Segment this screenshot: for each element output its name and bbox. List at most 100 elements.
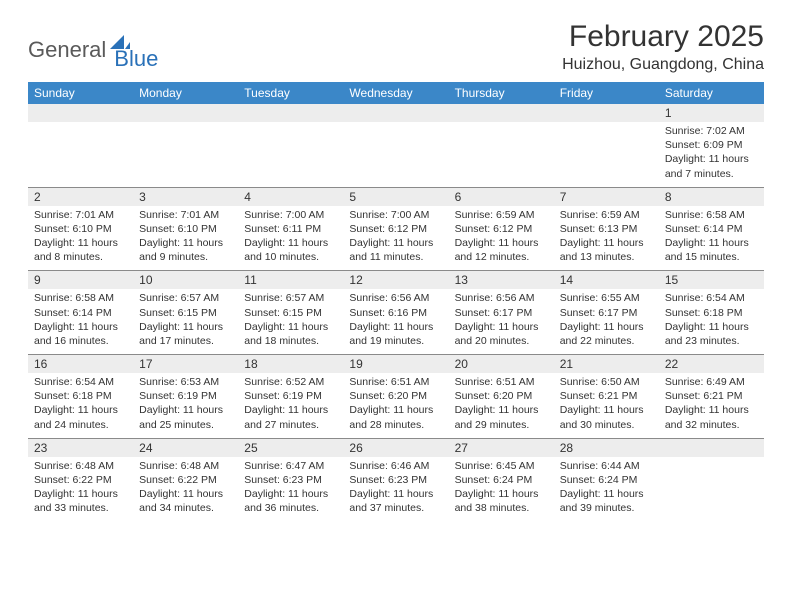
- daylight-text: Daylight: 11 hours and 32 minutes.: [665, 403, 758, 431]
- day-number-cell: 21: [554, 355, 659, 374]
- daylight-text: Daylight: 11 hours and 16 minutes.: [34, 320, 127, 348]
- day-number-cell: 26: [343, 438, 448, 457]
- day-number-cell: 17: [133, 355, 238, 374]
- sunset-text: Sunset: 6:24 PM: [560, 473, 653, 487]
- weekday-header: Tuesday: [238, 82, 343, 104]
- day-number-cell: 24: [133, 438, 238, 457]
- day-number-row: 16171819202122: [28, 355, 764, 374]
- sunrise-text: Sunrise: 6:44 AM: [560, 459, 653, 473]
- daylight-text: Daylight: 11 hours and 12 minutes.: [455, 236, 548, 264]
- day-detail-cell: [28, 122, 133, 187]
- daylight-text: Daylight: 11 hours and 30 minutes.: [560, 403, 653, 431]
- day-number-cell: [238, 104, 343, 122]
- sunrise-text: Sunrise: 6:55 AM: [560, 291, 653, 305]
- day-detail-row: Sunrise: 6:48 AMSunset: 6:22 PM Daylight:…: [28, 457, 764, 522]
- day-number-cell: 8: [659, 187, 764, 206]
- day-number-cell: [449, 104, 554, 122]
- sunset-text: Sunset: 6:19 PM: [244, 389, 337, 403]
- daylight-text: Daylight: 11 hours and 9 minutes.: [139, 236, 232, 264]
- day-number-cell: 7: [554, 187, 659, 206]
- day-detail-cell: Sunrise: 7:01 AMSunset: 6:10 PMDaylight:…: [133, 206, 238, 271]
- weekday-header: Wednesday: [343, 82, 448, 104]
- sunrise-text: Sunrise: 6:48 AM: [139, 459, 232, 473]
- day-detail-cell: Sunrise: 6:57 AMSunset: 6:15 PMDaylight:…: [133, 289, 238, 354]
- day-detail-cell: [133, 122, 238, 187]
- daylight-text: Daylight: 11 hours and 10 minutes.: [244, 236, 337, 264]
- sunrise-text: Sunrise: 6:53 AM: [139, 375, 232, 389]
- sunrise-text: Sunrise: 7:01 AM: [34, 208, 127, 222]
- daylight-text: Daylight: 11 hours and 17 minutes.: [139, 320, 232, 348]
- day-detail-cell: Sunrise: 6:51 AMSunset: 6:20 PMDaylight:…: [343, 373, 448, 438]
- daylight-text: Daylight: 11 hours and 27 minutes.: [244, 403, 337, 431]
- day-detail-cell: Sunrise: 7:01 AMSunset: 6:10 PMDaylight:…: [28, 206, 133, 271]
- day-number-cell: 10: [133, 271, 238, 290]
- day-detail-cell: Sunrise: 6:58 AMSunset: 6:14 PMDaylight:…: [659, 206, 764, 271]
- day-detail-cell: Sunrise: 6:59 AMSunset: 6:13 PMDaylight:…: [554, 206, 659, 271]
- day-detail-cell: [238, 122, 343, 187]
- day-number-cell: 22: [659, 355, 764, 374]
- day-detail-cell: Sunrise: 6:58 AMSunset: 6:14 PMDaylight:…: [28, 289, 133, 354]
- sunrise-text: Sunrise: 6:58 AM: [665, 208, 758, 222]
- day-detail-row: Sunrise: 6:58 AMSunset: 6:14 PMDaylight:…: [28, 289, 764, 354]
- daylight-text: Daylight: 11 hours and 37 minutes.: [349, 487, 442, 515]
- weekday-header: Friday: [554, 82, 659, 104]
- sunrise-text: Sunrise: 6:54 AM: [34, 375, 127, 389]
- day-detail-cell: Sunrise: 6:55 AMSunset: 6:17 PMDaylight:…: [554, 289, 659, 354]
- weekday-header: Saturday: [659, 82, 764, 104]
- weekday-header-row: Sunday Monday Tuesday Wednesday Thursday…: [28, 82, 764, 104]
- sunset-text: Sunset: 6:20 PM: [349, 389, 442, 403]
- sunset-text: Sunset: 6:17 PM: [560, 306, 653, 320]
- day-number-cell: 12: [343, 271, 448, 290]
- day-detail-cell: Sunrise: 7:02 AMSunset: 6:09 PMDaylight:…: [659, 122, 764, 187]
- day-number-cell: 5: [343, 187, 448, 206]
- day-number-cell: 18: [238, 355, 343, 374]
- month-title: February 2025: [562, 20, 764, 54]
- day-detail-cell: Sunrise: 6:56 AMSunset: 6:17 PMDaylight:…: [449, 289, 554, 354]
- sunset-text: Sunset: 6:22 PM: [139, 473, 232, 487]
- day-detail-cell: Sunrise: 6:44 AMSunset: 6:24 PMDaylight:…: [554, 457, 659, 522]
- sunset-text: Sunset: 6:20 PM: [455, 389, 548, 403]
- day-detail-cell: Sunrise: 6:57 AMSunset: 6:15 PMDaylight:…: [238, 289, 343, 354]
- sunset-text: Sunset: 6:16 PM: [349, 306, 442, 320]
- sunset-text: Sunset: 6:24 PM: [455, 473, 548, 487]
- day-detail-cell: [343, 122, 448, 187]
- daylight-text: Daylight: 11 hours and 25 minutes.: [139, 403, 232, 431]
- location: Huizhou, Guangdong, China: [562, 56, 764, 74]
- logo: General Blue: [28, 20, 158, 72]
- sunrise-text: Sunrise: 6:51 AM: [455, 375, 548, 389]
- sunset-text: Sunset: 6:13 PM: [560, 222, 653, 236]
- day-number-cell: 23: [28, 438, 133, 457]
- sunset-text: Sunset: 6:15 PM: [139, 306, 232, 320]
- day-number-cell: 4: [238, 187, 343, 206]
- header: General Blue February 2025 Huizhou, Guan…: [28, 20, 764, 74]
- day-number-cell: 20: [449, 355, 554, 374]
- daylight-text: Daylight: 11 hours and 23 minutes.: [665, 320, 758, 348]
- sunrise-text: Sunrise: 7:00 AM: [244, 208, 337, 222]
- day-detail-cell: Sunrise: 6:53 AMSunset: 6:19 PMDaylight:…: [133, 373, 238, 438]
- sunrise-text: Sunrise: 6:59 AM: [560, 208, 653, 222]
- day-number-cell: 1: [659, 104, 764, 122]
- day-number-cell: 28: [554, 438, 659, 457]
- daylight-text: Daylight: 11 hours and 18 minutes.: [244, 320, 337, 348]
- sunset-text: Sunset: 6:10 PM: [34, 222, 127, 236]
- title-block: February 2025 Huizhou, Guangdong, China: [562, 20, 764, 74]
- daylight-text: Daylight: 11 hours and 11 minutes.: [349, 236, 442, 264]
- day-number-cell: [554, 104, 659, 122]
- daylight-text: Daylight: 11 hours and 33 minutes.: [34, 487, 127, 515]
- day-number-cell: 25: [238, 438, 343, 457]
- day-detail-cell: Sunrise: 6:46 AMSunset: 6:23 PMDaylight:…: [343, 457, 448, 522]
- sunset-text: Sunset: 6:19 PM: [139, 389, 232, 403]
- sunset-text: Sunset: 6:10 PM: [139, 222, 232, 236]
- sunset-text: Sunset: 6:23 PM: [349, 473, 442, 487]
- day-detail-cell: Sunrise: 6:56 AMSunset: 6:16 PMDaylight:…: [343, 289, 448, 354]
- day-detail-cell: Sunrise: 6:54 AMSunset: 6:18 PMDaylight:…: [28, 373, 133, 438]
- day-number-row: 1: [28, 104, 764, 122]
- daylight-text: Daylight: 11 hours and 22 minutes.: [560, 320, 653, 348]
- day-number-cell: 11: [238, 271, 343, 290]
- sunrise-text: Sunrise: 7:00 AM: [349, 208, 442, 222]
- sunset-text: Sunset: 6:18 PM: [665, 306, 758, 320]
- day-number-row: 232425262728: [28, 438, 764, 457]
- sunrise-text: Sunrise: 6:47 AM: [244, 459, 337, 473]
- day-number-cell: 14: [554, 271, 659, 290]
- day-detail-cell: Sunrise: 6:49 AMSunset: 6:21 PMDaylight:…: [659, 373, 764, 438]
